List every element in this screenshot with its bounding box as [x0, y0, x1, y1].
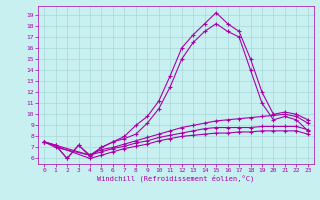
X-axis label: Windchill (Refroidissement éolien,°C): Windchill (Refroidissement éolien,°C)	[97, 175, 255, 182]
